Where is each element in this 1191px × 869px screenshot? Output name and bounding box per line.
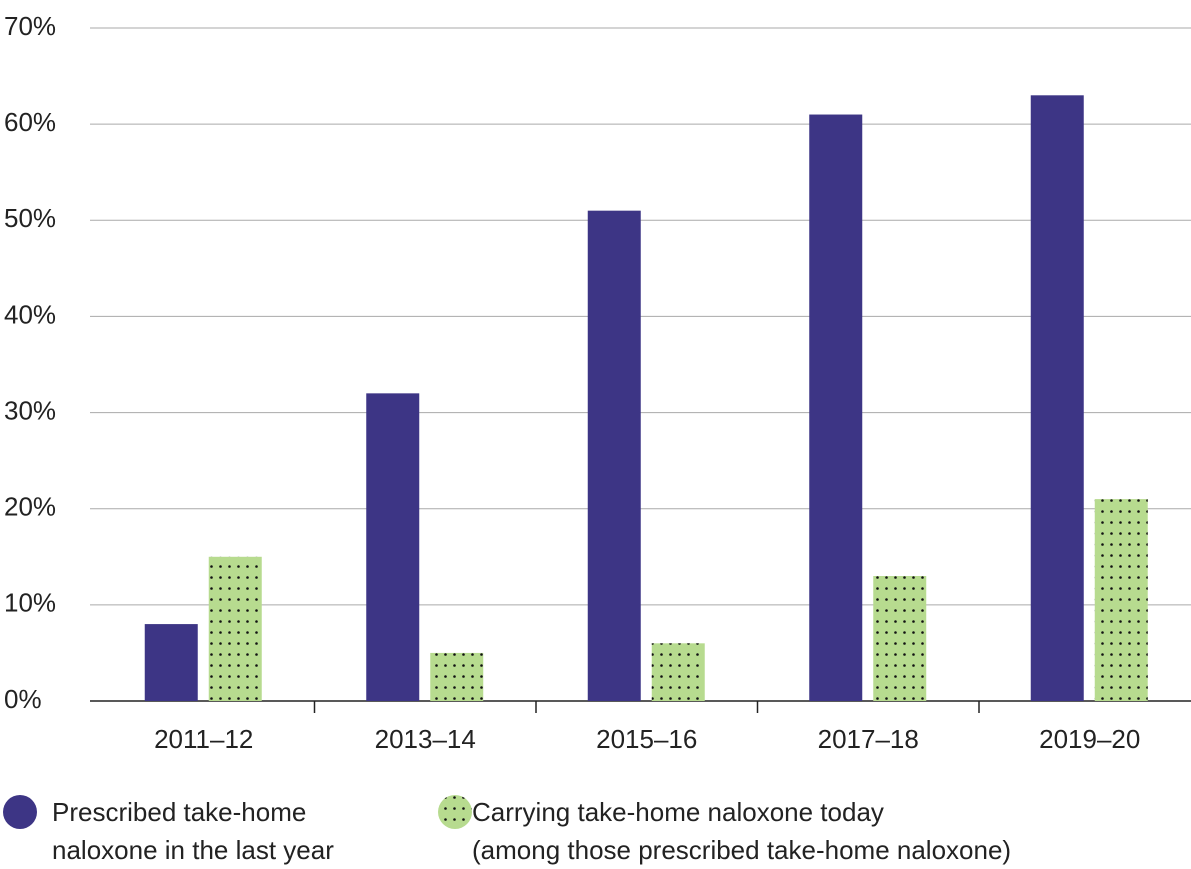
bar-pattern xyxy=(651,643,705,701)
bar-pattern xyxy=(208,556,262,701)
x-tick-label: 2015–16 xyxy=(596,724,697,754)
y-tick-label: 50% xyxy=(4,203,56,233)
bar xyxy=(809,114,863,702)
x-tick-label: 2017–18 xyxy=(818,724,919,754)
y-tick-label: 0% xyxy=(4,684,42,714)
bar-pattern xyxy=(1094,499,1148,701)
bar-pattern xyxy=(873,576,927,701)
legend-label: Prescribed take-home naloxone in the las… xyxy=(52,797,334,865)
bar xyxy=(1030,95,1084,702)
y-tick-label: 40% xyxy=(4,299,56,329)
y-tick-label: 10% xyxy=(4,588,56,618)
y-tick-label: 60% xyxy=(4,107,56,137)
x-tick-label: 2019–20 xyxy=(1039,724,1140,754)
x-tick-label: 2011–12 xyxy=(154,724,253,754)
legend-swatch-pattern xyxy=(438,795,472,829)
bar xyxy=(366,393,420,701)
y-tick-label: 30% xyxy=(4,395,56,425)
bar-pattern xyxy=(430,652,484,701)
bar xyxy=(144,624,198,701)
legend-swatch xyxy=(3,795,37,829)
y-tick-label: 70% xyxy=(4,11,56,41)
y-tick-label: 20% xyxy=(4,492,56,522)
bar xyxy=(587,210,641,701)
x-tick-label: 2013–14 xyxy=(375,724,476,754)
legend-label: Carrying take-home naloxone today (among… xyxy=(472,797,1012,865)
